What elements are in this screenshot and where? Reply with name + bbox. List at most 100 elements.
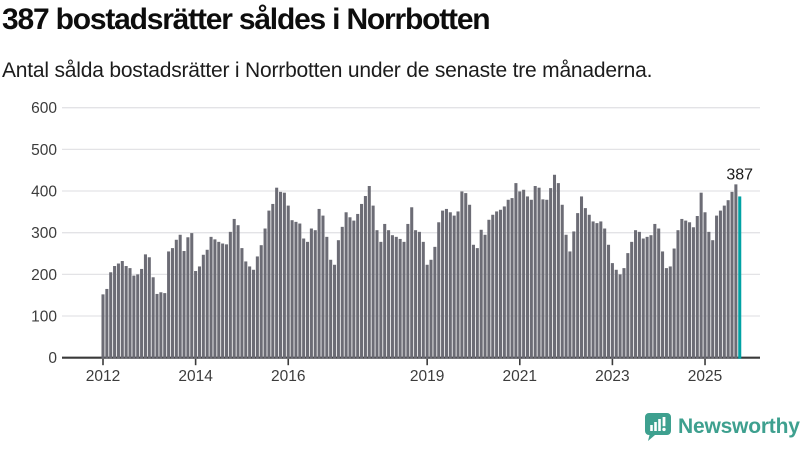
bar — [402, 241, 406, 359]
bar — [599, 221, 603, 359]
bar — [120, 261, 124, 359]
bar — [275, 187, 279, 359]
bar — [178, 234, 182, 359]
bar — [298, 223, 302, 359]
bar — [541, 199, 545, 359]
bar — [271, 203, 275, 359]
bar — [394, 236, 398, 359]
y-tick-label: 300 — [31, 225, 57, 242]
bar — [317, 208, 321, 359]
y-tick-label: 500 — [31, 142, 57, 159]
bar — [325, 236, 329, 359]
bar — [390, 235, 394, 359]
bar — [116, 263, 120, 359]
bar — [464, 193, 468, 359]
bar — [244, 261, 248, 359]
bar — [348, 217, 352, 359]
bar — [479, 229, 483, 359]
bar — [255, 256, 259, 359]
bar — [309, 228, 313, 359]
bar — [286, 205, 290, 359]
bar — [398, 238, 402, 359]
bar — [128, 268, 132, 359]
bar — [637, 231, 641, 359]
newsworthy-logo: Newsworthy — [644, 412, 800, 441]
bar — [263, 228, 267, 359]
bar — [552, 174, 557, 359]
x-tick-label: 2016 — [271, 368, 305, 385]
highlighted-bar — [738, 196, 742, 359]
bar — [475, 248, 479, 359]
bar — [313, 230, 317, 359]
bar — [676, 230, 680, 359]
x-tick-label: 2023 — [595, 368, 629, 385]
bar — [101, 294, 105, 359]
bar — [186, 237, 190, 359]
bar — [170, 248, 174, 359]
bar — [587, 214, 591, 359]
bar — [224, 244, 229, 359]
bar — [626, 253, 630, 359]
bar — [688, 222, 692, 359]
highlight-value-label: 387 — [726, 166, 753, 183]
bar — [383, 223, 387, 359]
bar — [240, 248, 244, 359]
bar — [483, 234, 487, 359]
bar — [444, 208, 448, 359]
bar — [680, 218, 684, 359]
bar — [672, 248, 676, 359]
bar — [591, 221, 595, 359]
bar — [610, 263, 614, 359]
bar — [641, 238, 645, 359]
bar — [607, 244, 611, 359]
bar — [703, 212, 707, 359]
bar — [147, 257, 151, 359]
bar — [495, 211, 499, 359]
bar — [498, 209, 503, 359]
bar — [406, 223, 410, 359]
speech-bubble-shape — [645, 413, 671, 441]
bar — [645, 236, 649, 359]
bar — [437, 222, 441, 359]
bar — [352, 220, 356, 359]
bar — [159, 292, 163, 359]
bar — [248, 266, 252, 359]
bar — [583, 208, 587, 359]
y-tick-label: 400 — [31, 184, 57, 201]
bar — [653, 223, 657, 359]
bar — [367, 186, 371, 359]
bar — [684, 220, 688, 359]
chart-title: 387 bostadsrätter såldes i Norrbotten — [2, 3, 491, 36]
bar — [410, 207, 414, 359]
bar — [715, 215, 719, 359]
bar — [190, 233, 194, 359]
bar — [468, 204, 472, 359]
y-tick-label: 200 — [31, 267, 57, 284]
bar — [525, 196, 530, 359]
bar — [205, 249, 209, 359]
bar — [182, 251, 186, 359]
bar — [529, 199, 533, 359]
bar — [545, 199, 549, 359]
bar — [387, 230, 391, 359]
bar — [568, 251, 572, 359]
newsworthy-icon — [645, 413, 671, 441]
x-tick-label: 2012 — [86, 368, 120, 385]
bar — [549, 188, 553, 359]
bar — [487, 219, 491, 359]
bar — [333, 264, 337, 359]
bar — [699, 192, 703, 359]
y-tick-label: 0 — [48, 350, 57, 367]
bar — [452, 215, 456, 359]
bar — [603, 228, 607, 359]
bar — [113, 266, 117, 359]
bar — [174, 239, 178, 359]
newsworthy-wordmark: Newsworthy — [678, 414, 800, 438]
chart-subtitle: Antal sålda bostadsrätter i Norrbotten u… — [2, 59, 653, 82]
bar — [302, 238, 306, 359]
bar — [294, 221, 298, 359]
bar — [556, 183, 560, 359]
bar — [414, 230, 418, 359]
bar — [622, 268, 626, 359]
